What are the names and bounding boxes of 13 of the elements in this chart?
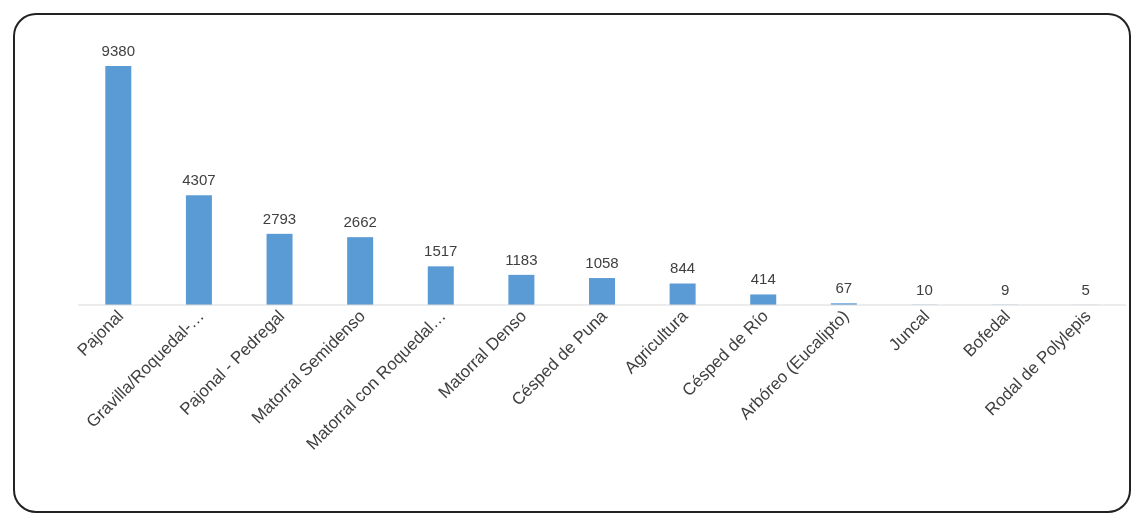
data-label: 2662 [343,213,377,231]
data-label: 844 [670,259,696,277]
data-label: 2793 [262,209,297,227]
data-label: 4307 [182,171,216,189]
data-label: 5 [1081,280,1090,298]
data-label: 9380 [101,42,135,59]
data-label: 9 [1000,280,1010,298]
data-label: 1058 [585,254,619,272]
data-label: 1517 [424,242,458,260]
data-label: 67 [835,279,853,297]
data-label: 10 [916,280,933,298]
data-label: 1183 [505,250,538,268]
data-label: 414 [750,270,776,288]
